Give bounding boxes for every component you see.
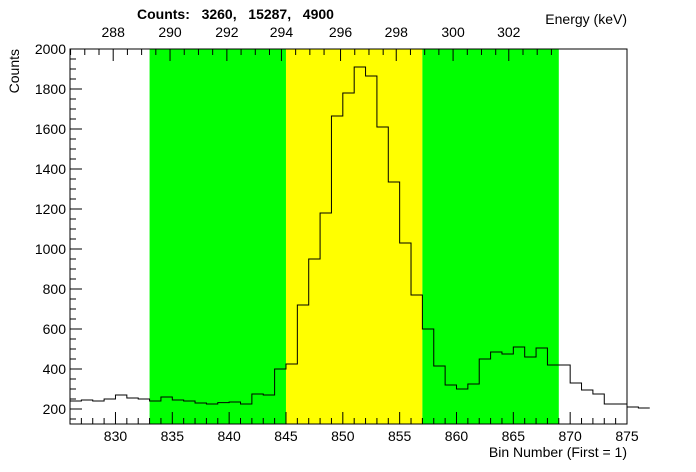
counts-prefix: Counts: bbox=[137, 6, 190, 22]
x-tick-label: 875 bbox=[615, 428, 639, 444]
x-tick-label: 830 bbox=[104, 428, 128, 444]
y-axis-title: Counts bbox=[6, 49, 22, 93]
y-tick-label: 1000 bbox=[35, 241, 66, 257]
counts-left: 3260, bbox=[201, 6, 237, 22]
x-axis-title: Bin Number (First = 1) bbox=[489, 444, 627, 460]
region-right-background bbox=[422, 49, 559, 424]
top-axis-title: Energy (keV) bbox=[545, 11, 627, 27]
x-tick-label: 860 bbox=[445, 428, 469, 444]
region-left-background bbox=[149, 49, 286, 424]
tick-labels: 830 835 840 845 850 855 860 865 870 875 200 400 600 8… bbox=[35, 24, 639, 444]
top-tick-label: 290 bbox=[158, 24, 182, 40]
histogram-line bbox=[70, 66, 650, 409]
top-tick-label: 300 bbox=[441, 24, 465, 40]
top-tick-label: 296 bbox=[329, 24, 353, 40]
x-tick-label: 865 bbox=[502, 428, 526, 444]
y-tick-label: 1200 bbox=[35, 201, 66, 217]
top-tick-label: 288 bbox=[102, 24, 126, 40]
y-tick-label: 2000 bbox=[35, 41, 66, 57]
y-tick-label: 1400 bbox=[35, 161, 66, 177]
top-tick-label: 292 bbox=[215, 24, 239, 40]
counts-peak: 15287, bbox=[248, 6, 292, 22]
y-tick-label: 1600 bbox=[35, 121, 66, 137]
y-tick-label: 1800 bbox=[35, 81, 66, 97]
x-tick-label: 835 bbox=[161, 428, 185, 444]
x-tick-label: 845 bbox=[274, 428, 298, 444]
y-tick-label: 400 bbox=[43, 361, 67, 377]
top-tick-label: 298 bbox=[385, 24, 409, 40]
y-tick-label: 200 bbox=[43, 401, 67, 417]
y-tick-label: 800 bbox=[43, 281, 67, 297]
counts-summary: Counts: 3260, 15287, 4900 bbox=[137, 6, 334, 22]
x-tick-label: 855 bbox=[388, 428, 412, 444]
plot-frame bbox=[69, 48, 628, 425]
y-tick-label: 600 bbox=[43, 321, 67, 337]
x-tick-label: 870 bbox=[558, 428, 582, 444]
x-tick-label: 840 bbox=[217, 428, 241, 444]
top-tick-label: 302 bbox=[497, 24, 521, 40]
x-tick-label: 850 bbox=[331, 428, 355, 444]
axis-ticks bbox=[69, 48, 628, 424]
region-peak bbox=[285, 49, 423, 424]
top-tick-label: 294 bbox=[270, 24, 294, 40]
counts-right: 4900 bbox=[302, 6, 334, 22]
region-bands bbox=[149, 49, 559, 424]
